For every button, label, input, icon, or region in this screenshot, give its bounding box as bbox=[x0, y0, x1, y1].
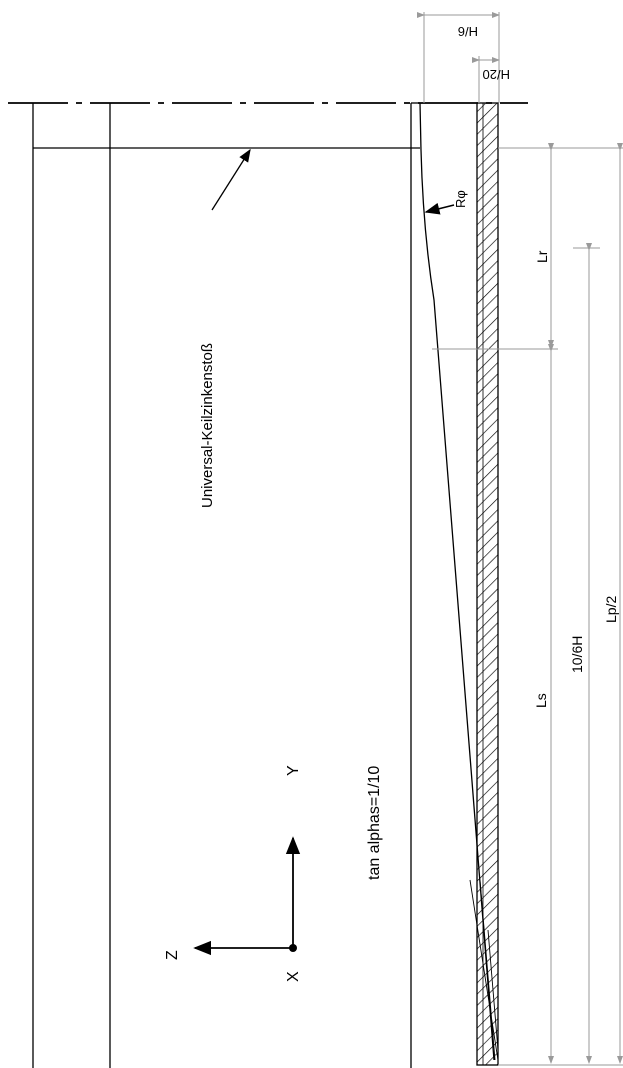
axis-x-label: X bbox=[285, 971, 302, 982]
radius-leader bbox=[424, 202, 455, 215]
axis-y-label: Y bbox=[285, 765, 302, 776]
dim-lp2-label: Lp/2 bbox=[603, 596, 619, 623]
extension-lines bbox=[432, 147, 623, 1066]
overlap-lines bbox=[469, 879, 499, 1061]
dim-lr-label: Lr bbox=[534, 250, 550, 263]
hatched-lamella bbox=[476, 102, 499, 1066]
radius-label: Rφ bbox=[453, 190, 468, 208]
dim-h20-label: H/20 bbox=[483, 67, 510, 82]
dim-10-6h-label: 10/6H bbox=[569, 636, 585, 673]
joint-label: Universal-Keilzinkenstoß bbox=[199, 343, 216, 508]
dim-h6-label: H/6 bbox=[458, 24, 478, 39]
taper-label: tan alphas=1/10 bbox=[366, 766, 383, 880]
axis-z-label: Z bbox=[164, 950, 181, 960]
dim-h20 bbox=[472, 56, 500, 103]
taper-curve bbox=[419, 102, 495, 1061]
dim-ls-label: Ls bbox=[533, 693, 549, 708]
joint-leader bbox=[211, 148, 251, 211]
